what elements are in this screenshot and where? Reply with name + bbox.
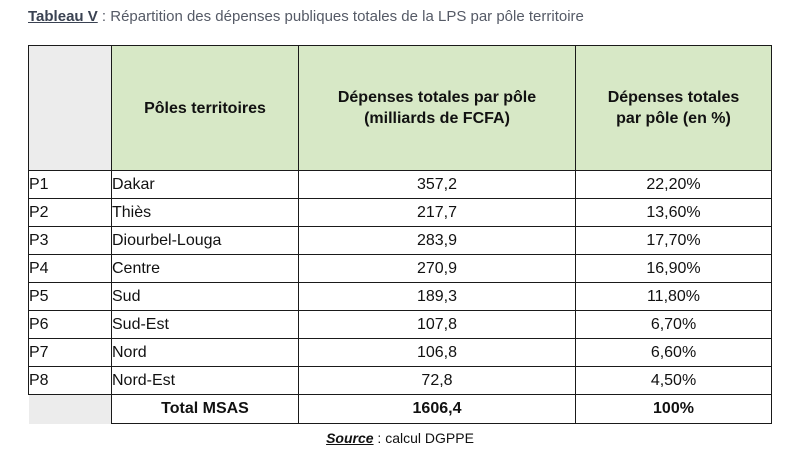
cell-amount: 270,9 <box>298 254 576 283</box>
cell-code: P2 <box>28 198 112 227</box>
header-amount-text: Dépenses totales par pôle (milliards de … <box>337 89 537 127</box>
cell-pole: Sud <box>111 282 299 311</box>
total-label: Total MSAS <box>111 394 299 424</box>
header-percent-text: Dépenses totales par pôle (en %) <box>607 89 740 127</box>
cell-percent: 6,60% <box>575 338 772 367</box>
cell-amount: 283,9 <box>298 226 576 255</box>
cell-code: P5 <box>28 282 112 311</box>
cell-pole: Nord-Est <box>111 366 299 395</box>
caption-label: Tableau V <box>28 8 98 25</box>
source-note: Source : calcul DGPPE <box>0 430 800 446</box>
total-row: Total MSAS 1606,4 100% <box>28 394 772 424</box>
cell-percent: 11,80% <box>575 282 772 311</box>
header-amount: Dépenses totales par pôle (milliards de … <box>298 45 576 171</box>
expenditure-table: Pôles territoires Dépenses totales par p… <box>28 45 772 424</box>
cell-amount: 72,8 <box>298 366 576 395</box>
total-blank-cell <box>28 394 112 424</box>
cell-pole: Dakar <box>111 170 299 199</box>
table-row: P5 Sud 189,3 11,80% <box>28 282 772 311</box>
table-row: P8 Nord-Est 72,8 4,50% <box>28 366 772 395</box>
cell-pole: Sud-Est <box>111 310 299 339</box>
cell-percent: 22,20% <box>575 170 772 199</box>
cell-percent: 17,70% <box>575 226 772 255</box>
cell-pole: Thiès <box>111 198 299 227</box>
cell-pole: Centre <box>111 254 299 283</box>
table-row: P2 Thiès 217,7 13,60% <box>28 198 772 227</box>
cell-code: P8 <box>28 366 112 395</box>
header-code <box>28 45 112 171</box>
cell-percent: 6,70% <box>575 310 772 339</box>
table-row: P4 Centre 270,9 16,90% <box>28 254 772 283</box>
table-caption: Tableau V : Répartition des dépenses pub… <box>28 8 584 25</box>
table-row: P7 Nord 106,8 6,60% <box>28 338 772 367</box>
cell-amount: 107,8 <box>298 310 576 339</box>
header-row: Pôles territoires Dépenses totales par p… <box>28 45 772 171</box>
table-row: P6 Sud-Est 107,8 6,70% <box>28 310 772 339</box>
total-percent: 100% <box>575 394 772 424</box>
header-percent: Dépenses totales par pôle (en %) <box>575 45 772 171</box>
table-row: P3 Diourbel-Louga 283,9 17,70% <box>28 226 772 255</box>
source-text: : calcul DGPPE <box>373 430 474 446</box>
cell-amount: 189,3 <box>298 282 576 311</box>
cell-code: P3 <box>28 226 112 255</box>
cell-pole: Diourbel-Louga <box>111 226 299 255</box>
cell-amount: 357,2 <box>298 170 576 199</box>
cell-code: P6 <box>28 310 112 339</box>
total-amount: 1606,4 <box>298 394 576 424</box>
cell-percent: 4,50% <box>575 366 772 395</box>
cell-amount: 106,8 <box>298 338 576 367</box>
table-row: P1 Dakar 357,2 22,20% <box>28 170 772 199</box>
cell-code: P7 <box>28 338 112 367</box>
caption-text: : Répartition des dépenses publiques tot… <box>97 8 584 25</box>
cell-percent: 16,90% <box>575 254 772 283</box>
header-pole: Pôles territoires <box>111 45 299 171</box>
source-label: Source <box>326 430 374 446</box>
cell-code: P1 <box>28 170 112 199</box>
cell-percent: 13,60% <box>575 198 772 227</box>
cell-amount: 217,7 <box>298 198 576 227</box>
cell-pole: Nord <box>111 338 299 367</box>
cell-code: P4 <box>28 254 112 283</box>
